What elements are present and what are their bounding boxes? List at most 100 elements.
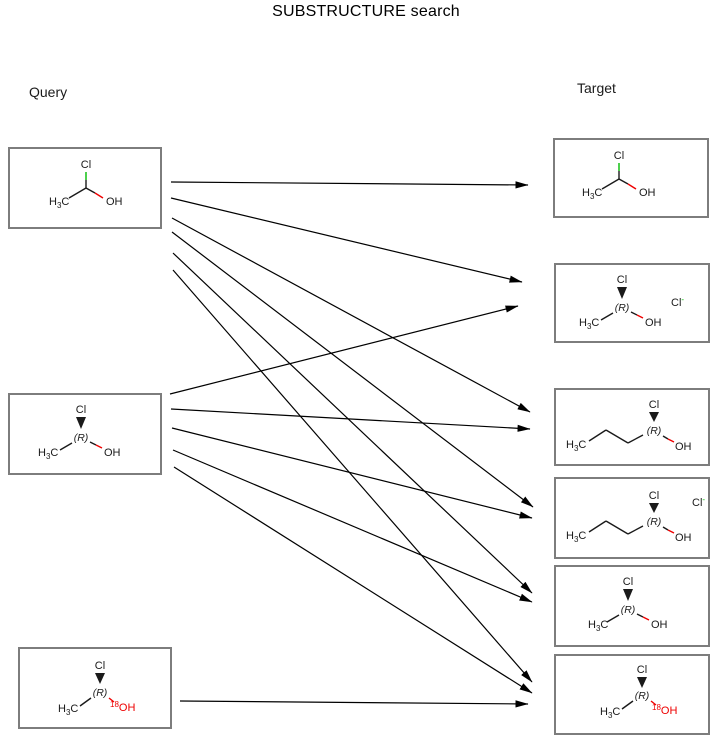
target-box-3: Cl (R) H3C OH [554, 388, 710, 466]
bond [601, 178, 620, 190]
chloride-ion-label: Cl- [692, 495, 705, 509]
bond [636, 613, 644, 618]
chlorine-label: Cl [95, 660, 105, 672]
query-box-3: Cl (R) H3C 18OH [18, 647, 172, 729]
bond [89, 441, 97, 446]
chlorine-label: Cl [617, 274, 627, 286]
chlorine-label: Cl [649, 490, 659, 502]
molecule-query-3: Cl (R) H3C 18OH [58, 660, 135, 717]
chloride-ion-label: Cl- [671, 295, 684, 309]
hydroxyl-label: OH [651, 619, 668, 631]
match-arrow-query-2-to-target-5 [172, 449, 533, 603]
bond [618, 178, 629, 185]
target-box-5: Cl (R) H3C OH [554, 565, 710, 647]
methyl-label: H3C [49, 196, 69, 210]
bond [621, 700, 634, 710]
wedge-bond [76, 417, 86, 429]
bond [85, 187, 96, 194]
molecule-target-2: Cl (R) H3C OH Cl- [579, 274, 684, 331]
stereocenter-label: (R) [635, 690, 650, 702]
bond [636, 314, 644, 319]
match-arrow-query-1-to-target-3 [171, 217, 531, 413]
bond [588, 520, 607, 533]
stereocenter-label: (R) [93, 687, 108, 699]
query-column-label: Query [29, 84, 68, 100]
bond [94, 192, 104, 199]
bond [68, 187, 87, 199]
hydroxyl-label: OH [675, 441, 692, 453]
isotope-hydroxyl-label: 18OH [110, 700, 135, 714]
bond [95, 444, 103, 449]
bond [605, 429, 629, 444]
hydroxyl-label: OH [639, 187, 656, 199]
bond [605, 520, 629, 535]
target-box-4: Cl (R) H3C OH Cl- [554, 477, 710, 559]
match-arrow-query-2-to-target-4 [171, 427, 533, 519]
molecule-query-2: Cl (R) H3C OH [38, 404, 121, 461]
wedge-bond [95, 673, 105, 684]
bond [108, 697, 115, 703]
molecule-query-1: Cl H3C OH [49, 159, 123, 210]
molecule-target-4: Cl (R) H3C OH Cl- [566, 490, 705, 544]
bond [627, 525, 644, 535]
match-arrow-query-1-to-target-5 [172, 252, 533, 594]
match-arrow-query-1-to-target-6 [172, 269, 533, 683]
bond [642, 616, 650, 621]
bond [627, 434, 644, 444]
bond [600, 312, 614, 321]
stereocenter-label: (R) [621, 604, 636, 616]
bond [662, 526, 669, 531]
match-arrow-query-2-to-target-3 [170, 408, 531, 432]
bond [79, 697, 92, 707]
wedge-bond [649, 503, 659, 513]
chlorine-label: Cl [649, 399, 659, 411]
hydroxyl-label: OH [106, 196, 123, 208]
chlorine-label: Cl [623, 576, 633, 588]
match-arrow-query-1-to-target-1 [170, 181, 529, 189]
stereocenter-label: (R) [647, 516, 662, 528]
bond [650, 700, 657, 706]
bond [662, 435, 669, 440]
molecule-target-6: Cl (R) H3C 18OH [600, 664, 677, 720]
methyl-label: H3C [38, 447, 58, 461]
molecule-target-3: Cl (R) H3C OH [566, 399, 692, 453]
bond [630, 311, 638, 316]
molecule-target-5: Cl (R) H3C OH [588, 576, 668, 633]
methyl-label: H3C [582, 187, 602, 201]
hydroxyl-label: OH [104, 447, 121, 459]
bond [588, 429, 607, 442]
match-arrow-query-2-to-target-2 [169, 305, 519, 395]
target-box-6: Cl (R) H3C 18OH [554, 654, 710, 735]
stereocenter-label: (R) [647, 425, 662, 437]
query-box-1: Cl H3C OH [8, 147, 162, 229]
match-arrow-query-2-to-target-6 [173, 466, 533, 694]
query-box-2: Cl (R) H3C OH [8, 393, 162, 475]
chlorine-label: Cl [637, 664, 647, 676]
chlorine-label: Cl [81, 159, 91, 171]
page-title: SUBSTRUCTURE search [272, 3, 460, 20]
stereocenter-label: (R) [74, 432, 89, 444]
methyl-label: H3C [566, 439, 586, 453]
target-box-1: Cl H3C OH [553, 138, 709, 218]
methyl-label: H3C [600, 706, 620, 720]
wedge-bond [623, 589, 633, 601]
bond [627, 183, 637, 190]
methyl-label: H3C [566, 530, 586, 544]
bond [667, 438, 675, 443]
wedge-bond [649, 412, 659, 422]
hydroxyl-label: OH [675, 532, 692, 544]
hydroxyl-label: OH [645, 317, 662, 329]
methyl-label: H3C [58, 703, 78, 717]
wedge-bond [617, 287, 627, 299]
bond [667, 529, 675, 534]
match-arrow-query-1-to-target-4 [171, 231, 534, 508]
stereocenter-label: (R) [615, 302, 630, 314]
target-column-label: Target [577, 80, 616, 96]
bond [606, 614, 620, 623]
bond [59, 442, 73, 451]
chlorine-label: Cl [76, 404, 86, 416]
molecule-target-1: Cl H3C OH [582, 150, 656, 201]
match-arrow-query-1-to-target-2 [170, 197, 523, 283]
target-box-2: Cl (R) H3C OH Cl- [554, 263, 710, 343]
